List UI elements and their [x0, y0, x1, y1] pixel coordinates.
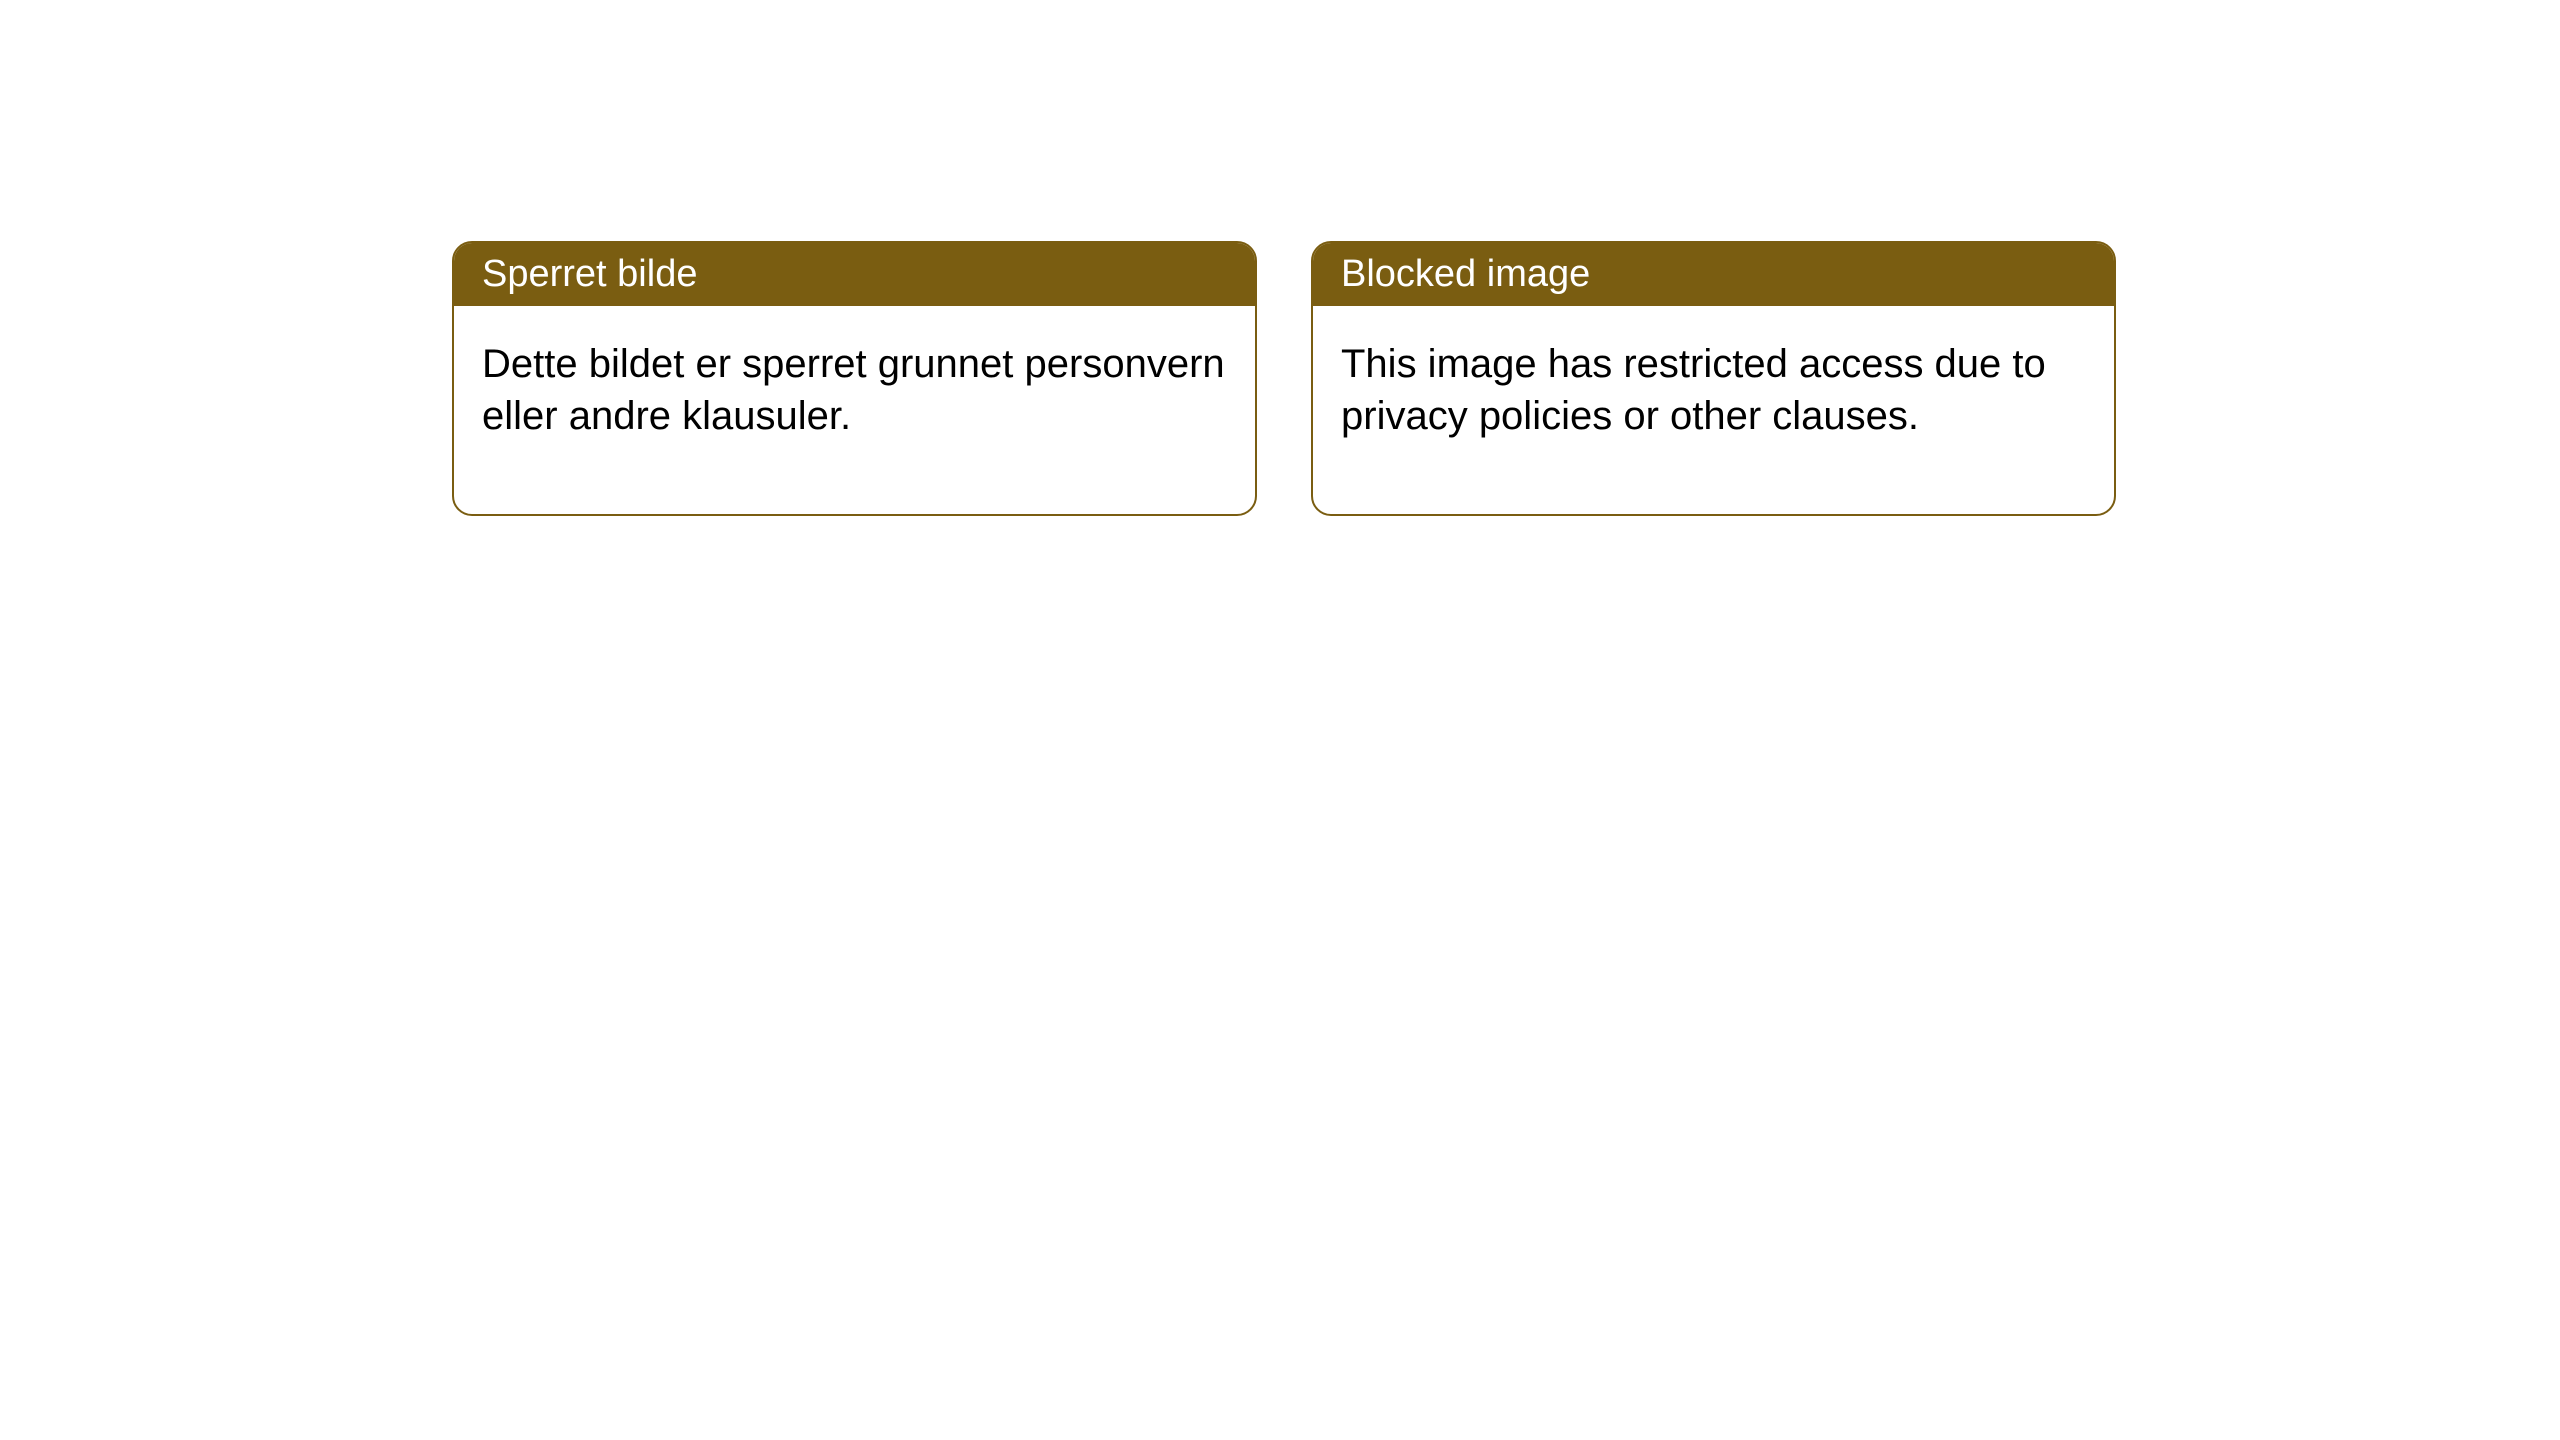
- notice-title: Blocked image: [1341, 253, 1590, 295]
- notices-container: Sperret bilde Dette bildet er sperret gr…: [452, 241, 2116, 516]
- notice-header: Blocked image: [1313, 243, 2114, 306]
- notice-card-norwegian: Sperret bilde Dette bildet er sperret gr…: [452, 241, 1257, 516]
- notice-body-text: Dette bildet er sperret grunnet personve…: [482, 342, 1225, 438]
- notice-header: Sperret bilde: [454, 243, 1255, 306]
- notice-body-text: This image has restricted access due to …: [1341, 342, 2046, 438]
- notice-body: This image has restricted access due to …: [1313, 306, 2114, 514]
- notice-title: Sperret bilde: [482, 253, 697, 295]
- notice-body: Dette bildet er sperret grunnet personve…: [454, 306, 1255, 514]
- notice-card-english: Blocked image This image has restricted …: [1311, 241, 2116, 516]
